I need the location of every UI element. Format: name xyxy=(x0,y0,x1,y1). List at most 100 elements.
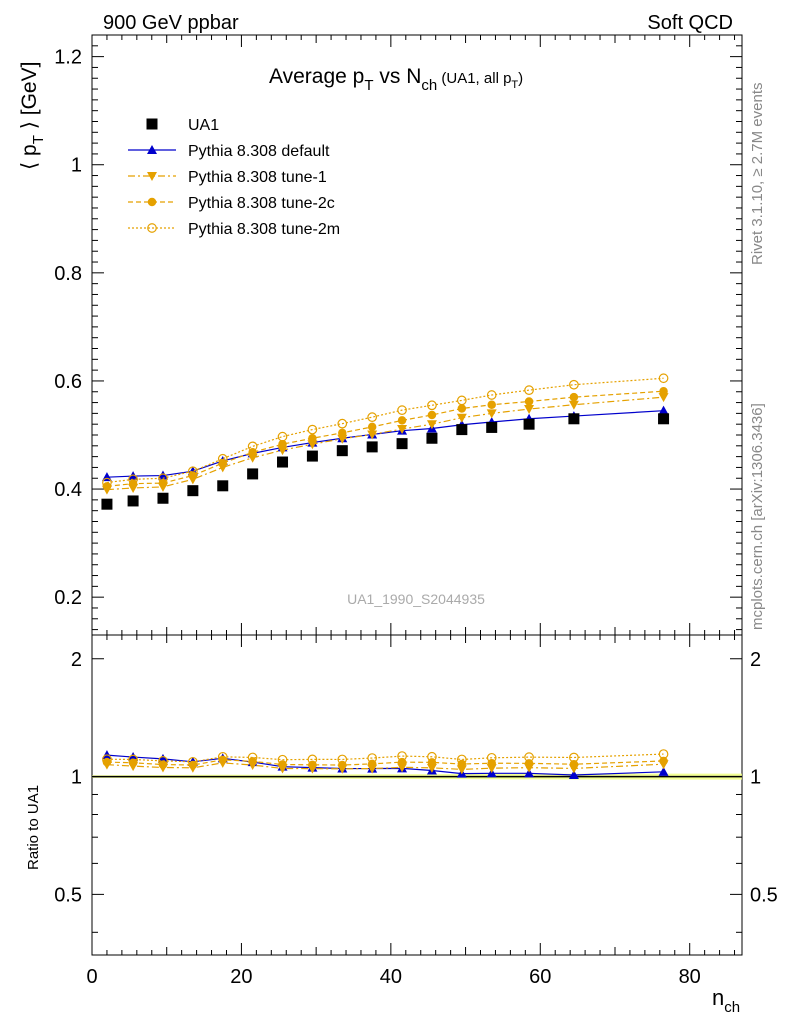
ratio-point xyxy=(569,752,579,763)
data-point xyxy=(337,434,348,444)
data-point xyxy=(307,424,318,435)
y-axis-label: ⟨ pT ⟩ [GeV] xyxy=(18,62,47,170)
data-point xyxy=(456,395,467,406)
series-line xyxy=(106,377,664,484)
legend-item: Pythia 8.308 tune-2c xyxy=(128,195,335,212)
series-pythia-8.308-tune-2c xyxy=(102,386,668,770)
y-tick-label: 0.8 xyxy=(54,263,82,285)
ratio-plot-frame xyxy=(91,634,743,956)
ratio-point xyxy=(247,752,258,763)
series-layer xyxy=(101,373,670,779)
header-right: Soft QCD xyxy=(647,12,733,34)
x-tick-label: 80 xyxy=(679,966,701,988)
ratio-point xyxy=(188,756,198,767)
data-point xyxy=(187,485,199,497)
ratio-point xyxy=(128,758,138,768)
data-point xyxy=(456,424,468,436)
ratio-point xyxy=(397,751,407,761)
data-point xyxy=(338,428,347,438)
ratio-point xyxy=(158,756,168,766)
legend-marker xyxy=(147,145,157,154)
data-point xyxy=(659,386,668,396)
legend-label: Pythia 8.308 tune-2m xyxy=(188,221,340,238)
legend-item: Pythia 8.308 tune-1 xyxy=(128,169,327,186)
data-point xyxy=(397,405,407,415)
data-point xyxy=(569,379,579,390)
legend-label: Pythia 8.308 tune-1 xyxy=(188,169,327,186)
x-axis-label: nch xyxy=(712,985,740,1016)
ratio-point xyxy=(278,760,287,769)
data-point xyxy=(456,413,467,423)
ratio-point xyxy=(427,751,437,762)
series-pythia-8.308-tune-1 xyxy=(101,393,669,775)
ratio-point xyxy=(658,766,669,776)
data-point xyxy=(128,474,138,485)
rivet-label: Rivet 3.1.10, ≥ 2.7M events xyxy=(749,83,766,266)
data-point xyxy=(337,418,348,429)
ratio-point xyxy=(367,753,378,763)
ratio-point xyxy=(277,754,288,765)
ratio-tick-label: 1 xyxy=(71,767,82,789)
ratio-point xyxy=(337,754,348,765)
data-point xyxy=(188,466,198,477)
data-point xyxy=(158,478,168,488)
series-pythia-8.308-tune-2m xyxy=(102,373,669,767)
data-point xyxy=(367,430,378,440)
data-point xyxy=(658,413,670,425)
data-point xyxy=(307,440,318,450)
ratio-point xyxy=(102,757,112,767)
ratio-point xyxy=(569,759,579,769)
data-point xyxy=(247,468,259,480)
data-point xyxy=(569,392,579,402)
data-point xyxy=(157,470,168,480)
ratio-point xyxy=(658,749,669,759)
legend-item: UA1 xyxy=(146,117,219,134)
data-point xyxy=(568,400,579,410)
data-point xyxy=(568,413,580,425)
data-point xyxy=(658,373,669,384)
x-tick-label: 20 xyxy=(230,966,252,988)
ratio-point xyxy=(102,754,112,765)
ratio-point xyxy=(456,765,467,775)
ratio-point xyxy=(486,752,497,763)
x-tick-label: 0 xyxy=(86,966,97,988)
data-point xyxy=(524,385,534,395)
legend-marker xyxy=(146,118,158,130)
y-tick-label: 0.6 xyxy=(54,371,82,393)
data-point xyxy=(658,405,669,415)
data-point xyxy=(397,425,408,435)
legend-marker xyxy=(147,172,157,181)
series-ua1 xyxy=(101,413,670,510)
ratio-point xyxy=(218,755,227,765)
legend-item: Pythia 8.308 tune-2m xyxy=(128,221,340,238)
ratio-point xyxy=(426,763,437,773)
data-point xyxy=(524,405,535,415)
axes-layer: 0 20 40 60 80 0.2 0.4 0.6 0.8 1 1.2 0.5 0.5 1 1 2 2 xyxy=(54,35,778,988)
y-tick-label: 1 xyxy=(71,155,82,177)
data-point xyxy=(247,441,258,452)
ratio-tick-label-right: 2 xyxy=(750,649,761,671)
ratio-point xyxy=(307,754,318,765)
ratio-point xyxy=(128,754,138,765)
ratio-point xyxy=(217,751,228,762)
x-tick-label: 60 xyxy=(529,966,551,988)
ratio-point xyxy=(568,769,579,779)
legend-marker xyxy=(147,197,157,207)
data-point xyxy=(427,410,437,420)
data-point xyxy=(427,400,437,411)
data-point xyxy=(426,432,438,444)
y-tick-label: 1.2 xyxy=(54,47,82,69)
data-point xyxy=(277,446,288,456)
ratio-point xyxy=(456,754,467,765)
header-left: 900 GeV ppbar xyxy=(103,12,239,34)
legend-label: UA1 xyxy=(188,117,219,134)
data-point xyxy=(457,404,467,413)
data-point xyxy=(158,473,168,484)
ratio-line xyxy=(106,753,664,763)
y-tick-label: 0.2 xyxy=(54,587,82,609)
data-point xyxy=(127,495,139,507)
ratio-point xyxy=(397,763,408,773)
data-point xyxy=(486,409,497,419)
ratio-tick-label-right: 1 xyxy=(750,767,761,789)
